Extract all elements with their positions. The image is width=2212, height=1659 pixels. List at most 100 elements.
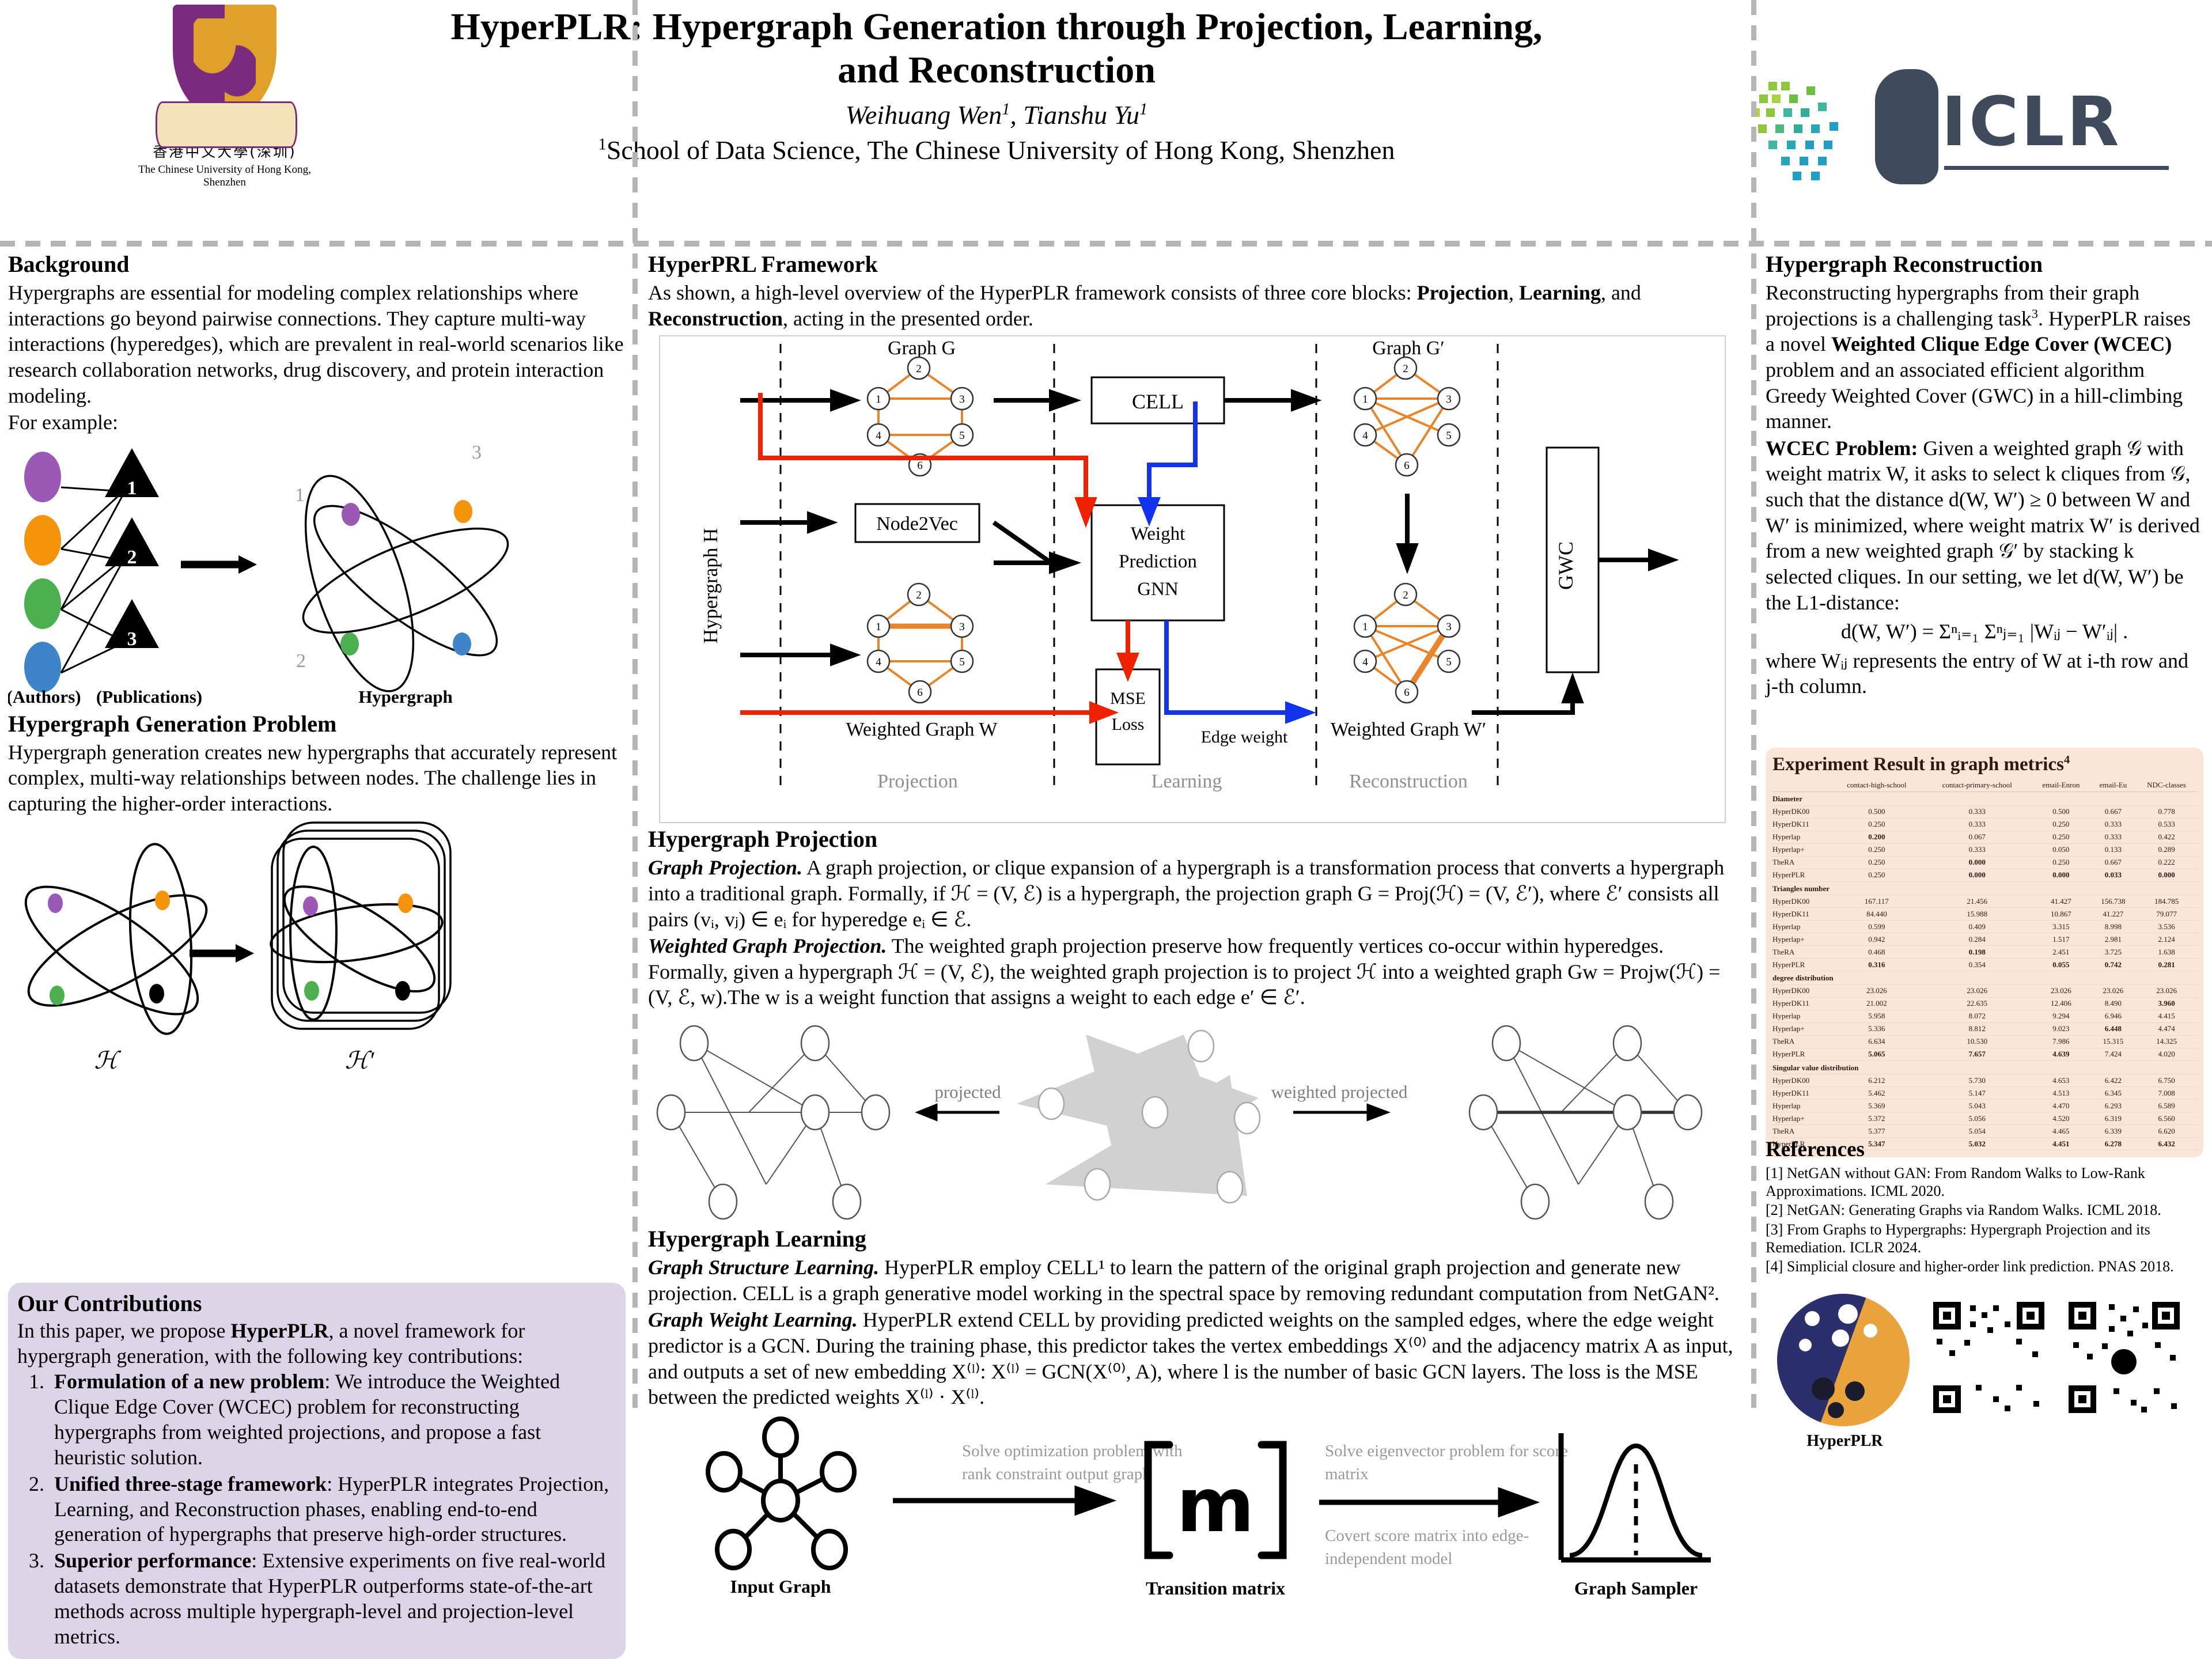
edge-weight-label: Edge weight [1201,728,1288,747]
stage-reconstruction-label: Reconstruction [1349,771,1468,792]
results-cell: 0.667 [2090,805,2136,819]
results-cell: 21.456 [1923,895,2032,908]
results-method-label: HyperDK11 [1771,907,1831,921]
annotation-2-line1: Solve eigenvector problem for score [1325,1442,1568,1460]
contribution-item: Superior performance: Extensive experime… [50,1548,616,1650]
bipartite-hypergraph-figure: 1 2 3 [8,442,509,707]
rec-p1b: . HyperPLR raises a novel [1766,306,2191,356]
results-method-label: TheRA [1771,945,1831,959]
github-qr-code[interactable] [2065,1298,2183,1416]
pub-label-3: 3 [127,628,137,650]
results-cell: 0.198 [1923,945,2032,959]
results-cell: 5.054 [1923,1124,2032,1138]
column-divider-1 [632,0,638,1408]
results-cell: 2.981 [2090,933,2136,946]
author-node-purple [24,451,61,502]
results-cell: 6.212 [1830,1074,1923,1087]
results-heading-sup: 4 [2063,753,2070,766]
results-cell: 7.657 [1923,1048,2032,1061]
graph-g-label: Graph G [888,338,956,359]
fw-reconstruction: Reconstruction [648,306,783,330]
results-cell: 8.490 [2090,997,2136,1010]
results-cell: 0.250 [2031,818,2091,831]
svg-text:6: 6 [1404,460,1410,472]
table-row: Hyperlap 0.200 0.067 0.250 0.333 0.422 [1771,831,2198,844]
results-cell: 79.077 [2135,907,2198,921]
sampler-axes [1558,1433,1711,1563]
hypergraph-caption: Hypergraph [358,687,453,707]
cuhk-name-english: The Chinese University of Hong Kong, She… [138,164,311,188]
table-row: Hyperlap+ 0.942 0.284 1.517 2.981 2.124 [1771,933,2198,946]
results-group-row: degree distribution [1771,971,2198,985]
results-cell: 0.333 [2090,818,2136,831]
results-cell: 3.315 [2031,920,2091,933]
title-line-2: and Reconstruction [838,48,1156,91]
graph-gprime-edges [1364,367,1450,466]
results-cell: 6.278 [2090,1137,2136,1150]
results-cell: 8.072 [1923,1010,2032,1023]
svg-text:3: 3 [959,393,965,406]
svg-text:4: 4 [1362,656,1368,668]
hg-node-orange [454,499,472,523]
project-name-caption: HyperPLR [1806,1432,1883,1450]
hyperedge-polygons [1017,1035,1259,1196]
results-cell: 23.026 [1830,984,1923,998]
svg-text:5: 5 [1446,656,1452,668]
openreview-qr-code[interactable]: Open Review [1930,1298,2174,1416]
arrow-to-sampler [1319,1487,1540,1518]
svg-text:1: 1 [1362,393,1368,406]
results-cell: 0.000 [1923,856,2032,869]
reference-item: [3] From Graphs to Hypergraphs: Hypergra… [1766,1221,2150,1256]
results-cell: 6.339 [2090,1124,2136,1138]
title-line-1: HyperPLR: Hypergraph Generation through … [450,6,1543,48]
table-row: Hyperlap+ 0.250 0.333 0.050 0.133 0.289 [1771,843,2198,857]
iclr-underline [1944,166,2169,170]
author-node-blue [24,641,61,692]
results-table: contact-high-school contact-primary-scho… [1771,779,2198,1150]
contributions-box: Our Contributions In this paper, we prop… [8,1283,626,1659]
iclr-logo: ICLR [1751,69,2177,190]
results-cell: 0.000 [2135,869,2198,882]
results-cell: 167.117 [1830,895,1923,908]
fw-g: , acting in the presented order. [782,306,1033,330]
right-column: Hypergraph Reconstruction Reconstructing… [1766,251,2203,1659]
results-cell: 0.409 [1923,920,2032,933]
svg-text:2: 2 [1403,589,1408,601]
hyperedge-label-1: 1 [295,484,305,506]
results-cell: 7.424 [2090,1048,2136,1061]
left-column: Background Hypergraphs are essential for… [8,251,627,1659]
results-col-0: contact-high-school [1830,779,1923,792]
results-method-label: HyperPLR [1771,869,1831,882]
results-cell: 156.738 [2090,895,2136,908]
svg-text:1: 1 [1362,621,1368,633]
results-cell: 0.289 [2135,843,2198,857]
results-cell: 0.333 [1923,843,2032,857]
results-cell: 0.354 [1923,958,2032,971]
results-cell: 0.599 [1830,920,1923,933]
results-group-label: degree distribution [1771,971,2198,985]
results-cell: 8.812 [1923,1022,2032,1036]
results-cell: 4.474 [2135,1022,2198,1036]
weighted-projected-arrow [1293,1103,1391,1122]
results-group-label: Triangles number [1771,881,2198,895]
projection-center-nodes [1037,1029,1261,1204]
reconstruction-paragraph-1: Reconstructing hypergraphs from their gr… [1766,280,2203,434]
results-cell: 0.200 [1830,831,1923,844]
wcec-term: Weighted Clique Edge Cover (WCEC) [1831,332,2172,356]
results-cell: 4.470 [2031,1099,2091,1112]
page-title: HyperPLR: Hypergraph Generation through … [369,6,1624,92]
results-group-row: Triangles number [1771,881,2198,895]
annotation-3-line1: Covert score matrix into edge- [1325,1527,1529,1545]
results-method-label: Hyperlap+ [1771,843,1831,857]
rec-p1a: Reconstructing hypergraphs from their gr… [1766,281,2140,330]
results-cell: 0.250 [1830,843,1923,857]
weighted-w-label: Weighted Graph W [846,719,998,740]
results-cell: 0.067 [1923,831,2032,844]
results-cell: 7.008 [2135,1086,2198,1100]
middle-column: HyperPRL Framework As shown, a high-leve… [648,251,1737,1659]
table-row: HyperDK00 167.117 21.456 41.427 156.738 184.7… [1771,895,2198,908]
fw-projection: Projection [1416,281,1509,304]
left-projected-nodes [656,1025,891,1220]
results-cell: 7.986 [2031,1035,2091,1048]
contribution-item: Formulation of a new problem: We introdu… [50,1369,616,1471]
